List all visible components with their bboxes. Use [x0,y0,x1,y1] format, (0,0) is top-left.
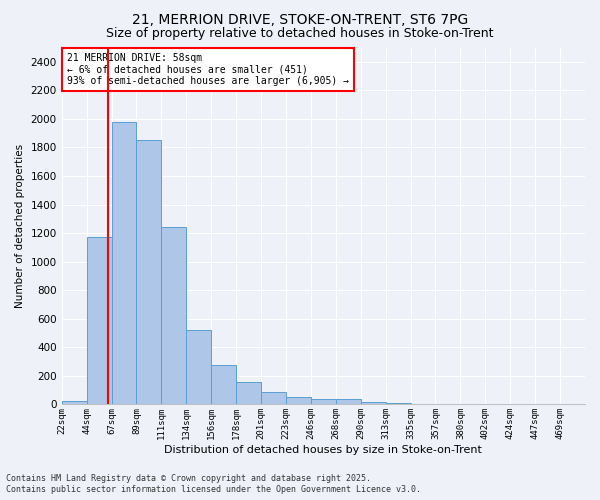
Bar [62,401,86,404]
Text: 21 MERRION DRIVE: 58sqm
← 6% of detached houses are smaller (451)
93% of semi-de: 21 MERRION DRIVE: 58sqm ← 6% of detached… [67,53,349,86]
Bar [336,400,361,404]
X-axis label: Distribution of detached houses by size in Stoke-on-Trent: Distribution of detached houses by size … [164,445,482,455]
Bar [386,403,410,404]
Bar [186,330,211,404]
Bar [136,140,161,404]
Bar [236,382,261,404]
Text: 21, MERRION DRIVE, STOKE-ON-TRENT, ST6 7PG: 21, MERRION DRIVE, STOKE-ON-TRENT, ST6 7… [132,12,468,26]
Bar [161,226,186,404]
Bar [112,122,136,404]
Bar [261,392,286,404]
Bar [86,236,112,404]
Bar [211,365,236,405]
Bar [311,400,336,404]
Bar [361,402,386,404]
Y-axis label: Number of detached properties: Number of detached properties [15,144,25,308]
Text: Size of property relative to detached houses in Stoke-on-Trent: Size of property relative to detached ho… [106,28,494,40]
Text: Contains HM Land Registry data © Crown copyright and database right 2025.
Contai: Contains HM Land Registry data © Crown c… [6,474,421,494]
Bar [286,398,311,404]
